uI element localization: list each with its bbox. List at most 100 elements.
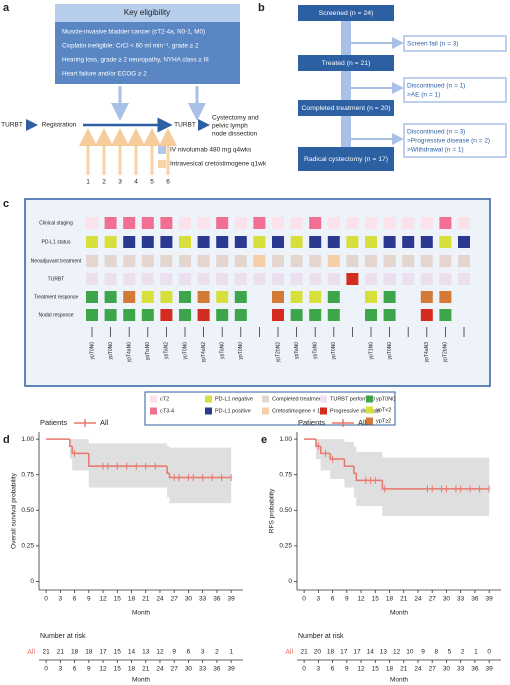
heatmap-cell	[104, 291, 117, 303]
eligibility-title: Key eligibility	[124, 8, 170, 17]
flow-box	[298, 55, 394, 71]
heatmap-cell	[86, 291, 98, 303]
x-tick-label: 3	[317, 596, 321, 603]
timeline-surgery: Cystectomy and	[212, 115, 259, 122]
x-tick-label: 36	[471, 666, 479, 673]
risk-value: 9	[421, 649, 425, 656]
x-tick-label: 21	[400, 666, 408, 673]
y-tick-label: 0.25	[21, 543, 34, 550]
heatmap-cell	[327, 309, 340, 321]
heatmap-cell	[141, 273, 154, 285]
x-tick-label: 6	[331, 666, 335, 673]
x-tick-label: 18	[128, 666, 136, 673]
heatmap-cell	[272, 236, 284, 248]
x-tick-label: 36	[213, 666, 221, 673]
legend-swatch	[150, 407, 157, 415]
heatmap-cell	[402, 236, 415, 248]
column-label: ypTaN0	[220, 342, 226, 359]
heatmap-cell	[272, 309, 284, 321]
side-label: >Progressive disease (n = 2)	[407, 138, 490, 145]
heatmap-cell	[346, 236, 359, 248]
heatmap-cell	[309, 236, 322, 248]
row-label: Clinical staging	[39, 220, 73, 226]
legend-label: Progressive disease	[330, 408, 380, 414]
risk-value: 17	[99, 649, 107, 656]
survival-step	[168, 473, 232, 479]
heatmap-cell	[290, 255, 303, 267]
confidence-band	[169, 447, 232, 504]
legend-swatch	[205, 395, 212, 403]
x-axis-label: Month	[132, 677, 150, 684]
y-tick-label: 1.00	[21, 436, 34, 443]
heatmap-cell	[309, 273, 322, 285]
flow-box	[298, 147, 394, 171]
legend-swatch	[262, 395, 269, 403]
heatmap-cell	[179, 255, 191, 267]
heatmap-cell	[123, 217, 136, 229]
heatmap-cell	[365, 255, 377, 267]
x-tick-label: 36	[471, 596, 479, 603]
heatmap-cell	[197, 291, 210, 303]
legend-label: TURBT performed	[330, 396, 375, 402]
heatmap-cell	[234, 255, 247, 267]
x-tick-label: 30	[185, 596, 193, 603]
heatmap-cell	[383, 255, 396, 267]
risk-value: 21	[300, 649, 308, 656]
x-tick-label: 15	[114, 666, 122, 673]
heatmap-cell	[216, 217, 229, 229]
heatmap-cell	[272, 255, 284, 267]
risk-group: All	[285, 649, 293, 656]
heatmap-cell	[253, 255, 266, 267]
heatmap-cell	[420, 217, 433, 229]
legend-label: Intravesical cretostimogene q1wk	[170, 161, 267, 168]
heatmap-cell	[123, 309, 136, 321]
risk-value: 21	[57, 649, 65, 656]
risk-value: 12	[393, 649, 401, 656]
x-tick-label: 30	[185, 666, 193, 673]
flow-label: Treated (n = 21)	[322, 60, 371, 67]
row-label: PD-L1 status	[42, 239, 71, 245]
heatmap-cell	[402, 217, 415, 229]
legend-label: Completed treatment	[272, 396, 324, 402]
x-tick-label: 0	[302, 666, 306, 673]
heatmap-cell	[253, 236, 266, 248]
legend-swatch	[366, 395, 373, 403]
heatmap-cell	[160, 236, 173, 248]
heatmap-cell	[253, 217, 266, 229]
heatmap-cell	[234, 309, 247, 321]
survival-step	[319, 446, 331, 455]
confidence-band	[356, 451, 383, 507]
flow-label: Radical cystectomy (n = 17)	[304, 156, 388, 163]
legend-title: Patients	[40, 418, 67, 427]
x-tick-label: 24	[156, 596, 164, 603]
legend-label: Cretostimogene × 1	[272, 408, 320, 414]
column-label: ypT0N0	[108, 342, 114, 360]
flow-box	[298, 5, 394, 21]
dose-number: 3	[118, 179, 122, 186]
x-tick-label: 0	[302, 596, 306, 603]
heatmap-cell	[439, 309, 452, 321]
x-tick-label: 27	[171, 596, 179, 603]
x-tick-label: 15	[372, 596, 380, 603]
flow-trunk	[341, 20, 351, 155]
legend-label: ypT<2	[376, 407, 391, 413]
risk-value: 13	[380, 649, 388, 656]
eligibility-header	[55, 4, 240, 22]
timeline-surgery: pelvic lymph	[212, 123, 248, 130]
risk-value: 1	[229, 649, 233, 656]
confidence-band	[72, 439, 89, 471]
dose-number: 1	[86, 179, 90, 186]
heatmap-cell	[458, 217, 470, 229]
side-box	[403, 123, 507, 158]
y-tick-label: 1.00	[279, 436, 292, 443]
risk-value: 6	[187, 649, 191, 656]
heatmap-cell	[160, 217, 173, 229]
x-tick-label: 39	[486, 596, 494, 603]
heatmap-cell	[439, 273, 452, 285]
heatmap-cell	[179, 217, 191, 229]
risk-value: 17	[340, 649, 348, 656]
flow-label: Screened (n = 24)	[319, 10, 374, 17]
heatmap-cell	[197, 255, 210, 267]
heatmap-cell	[123, 255, 136, 267]
